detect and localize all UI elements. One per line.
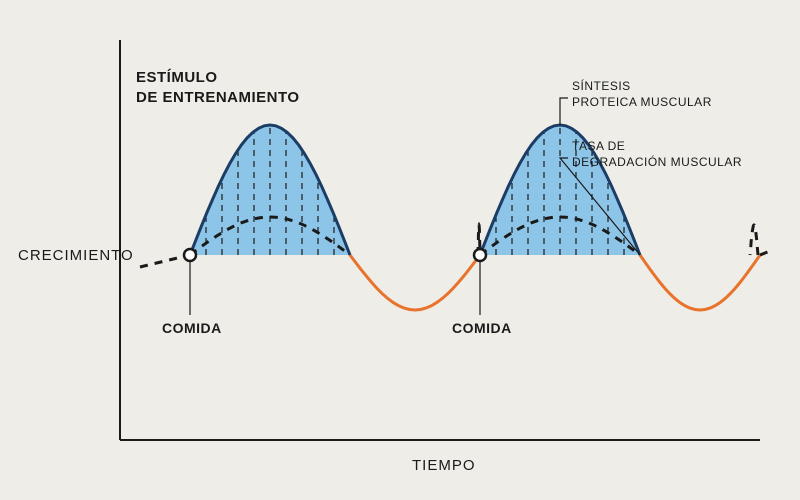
meal-marker-1 — [474, 249, 486, 261]
x-axis-label: TIEMPO — [412, 457, 476, 474]
chart-title-2: DE ENTRENAMIENTO — [136, 89, 300, 106]
degradation-lead — [140, 255, 190, 267]
meal-marker-0 — [184, 249, 196, 261]
legend-synthesis-2: PROTEICA MUSCULAR — [572, 95, 712, 109]
protein-synthesis-chart: COMIDA COMIDA CRECIMIENTO TIEMPO ESTÍMULO DE … — [0, 0, 800, 500]
degradation-dip-0 — [350, 255, 480, 310]
y-axis-label: CRECIMIENTO — [18, 247, 134, 264]
meal-label-1: COMIDA — [452, 320, 512, 336]
degradation-rise-1 — [750, 225, 758, 255]
legend-degradation-1: TASA DE — [572, 139, 625, 153]
legend-synthesis-1: SÍNTESIS — [572, 78, 631, 93]
chart-title-1: ESTÍMULO — [136, 69, 218, 86]
legend-leader-synthesis — [560, 98, 568, 125]
legend-degradation-2: DEGRADACIÓN MUSCULAR — [572, 154, 742, 169]
degradation-dip-1 — [640, 255, 760, 310]
meal-label-0: COMIDA — [162, 320, 222, 336]
degradation-tail — [760, 251, 770, 255]
